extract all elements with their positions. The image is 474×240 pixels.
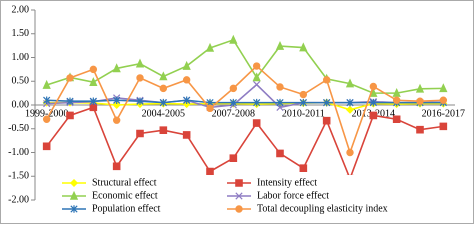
marker [439,96,448,104]
y-tick-label: 1.00 [12,52,30,63]
marker [392,96,401,104]
marker [392,115,401,124]
marker [299,42,308,52]
legend-label: Labor force effect [257,190,329,201]
marker [299,90,308,99]
marker [182,76,191,84]
marker [89,77,98,86]
marker [253,98,261,107]
y-tick-label: 0.50 [12,76,30,87]
x-tick-label: 2007-2008 [212,108,255,119]
marker [159,71,168,81]
marker [439,122,448,131]
legend-label: Economic effect [92,190,158,201]
marker [66,97,74,105]
y-tick-label: -0.50 [8,123,29,134]
marker [322,76,331,84]
legend: Structural effect Intensity effect Economi… [55,175,425,221]
marker [229,154,238,162]
marker [182,131,191,139]
marker [112,162,121,171]
series-line [46,106,444,181]
marker [439,83,448,93]
marker [112,116,121,124]
marker [136,97,144,105]
legend-label: Total decoupling elasticity index [257,203,388,214]
marker [345,105,355,114]
marker [252,62,261,70]
marker [299,164,308,172]
legend-label: Population effect [92,203,161,214]
marker [89,65,98,74]
marker [276,149,284,158]
marker [323,98,331,107]
marker [252,72,261,82]
x-tick-label: 2010-2011 [282,108,325,119]
legend-label: Structural effect [92,177,157,188]
marker [69,190,79,200]
x-tick-label: 1999-2000 [25,108,68,119]
marker [183,96,191,104]
marker [229,98,237,107]
marker [369,98,377,107]
marker [299,98,307,107]
marker [322,116,331,125]
y-tick-label: 0.00 [12,99,30,110]
marker [159,98,167,107]
marker [369,82,378,91]
series-line [46,38,444,94]
marker [206,104,214,113]
series-line [45,64,444,156]
marker [229,84,238,93]
marker [276,98,284,107]
marker [205,42,215,52]
marker [235,205,243,213]
marker [42,79,51,89]
marker [416,97,424,105]
series-line [46,99,444,104]
marker [89,103,98,112]
x-tick-label: 2016-2017 [422,108,465,119]
marker [43,96,51,104]
marker [253,80,261,89]
marker [136,129,144,138]
marker [345,78,355,88]
x-tick-label: 2004-2005 [142,108,185,119]
marker [42,115,51,123]
marker [69,178,79,188]
marker [89,97,97,105]
marker [136,74,144,82]
marker [275,40,285,50]
marker [159,84,168,93]
marker [235,192,243,200]
marker [229,34,238,44]
marker [276,83,284,91]
marker [182,60,191,70]
y-tick-label: -1.50 [8,171,29,182]
legend-label: Intensity effect [257,177,317,188]
marker [252,119,261,127]
marker [369,111,378,120]
chart: 2.00 1.50 1.00 0.50 0.00 -0.50 -1.00 -1.50 -2.00… [0,0,474,224]
marker [135,58,145,68]
marker [392,87,401,97]
y-tick-label: 2.00 [12,4,30,15]
marker [113,96,121,104]
y-tick-label: -1.00 [8,147,29,158]
marker [415,83,425,93]
marker [416,125,424,134]
y-tick-label: -2.00 [8,194,29,205]
marker [70,205,78,213]
marker [42,142,51,151]
marker [66,74,74,82]
marker [235,179,243,187]
marker [346,148,354,157]
marker [66,111,74,120]
y-tick-label: 1.50 [12,28,30,39]
marker [346,98,354,107]
marker [206,167,214,176]
marker [112,63,121,73]
marker [159,126,168,134]
marker [112,100,121,110]
